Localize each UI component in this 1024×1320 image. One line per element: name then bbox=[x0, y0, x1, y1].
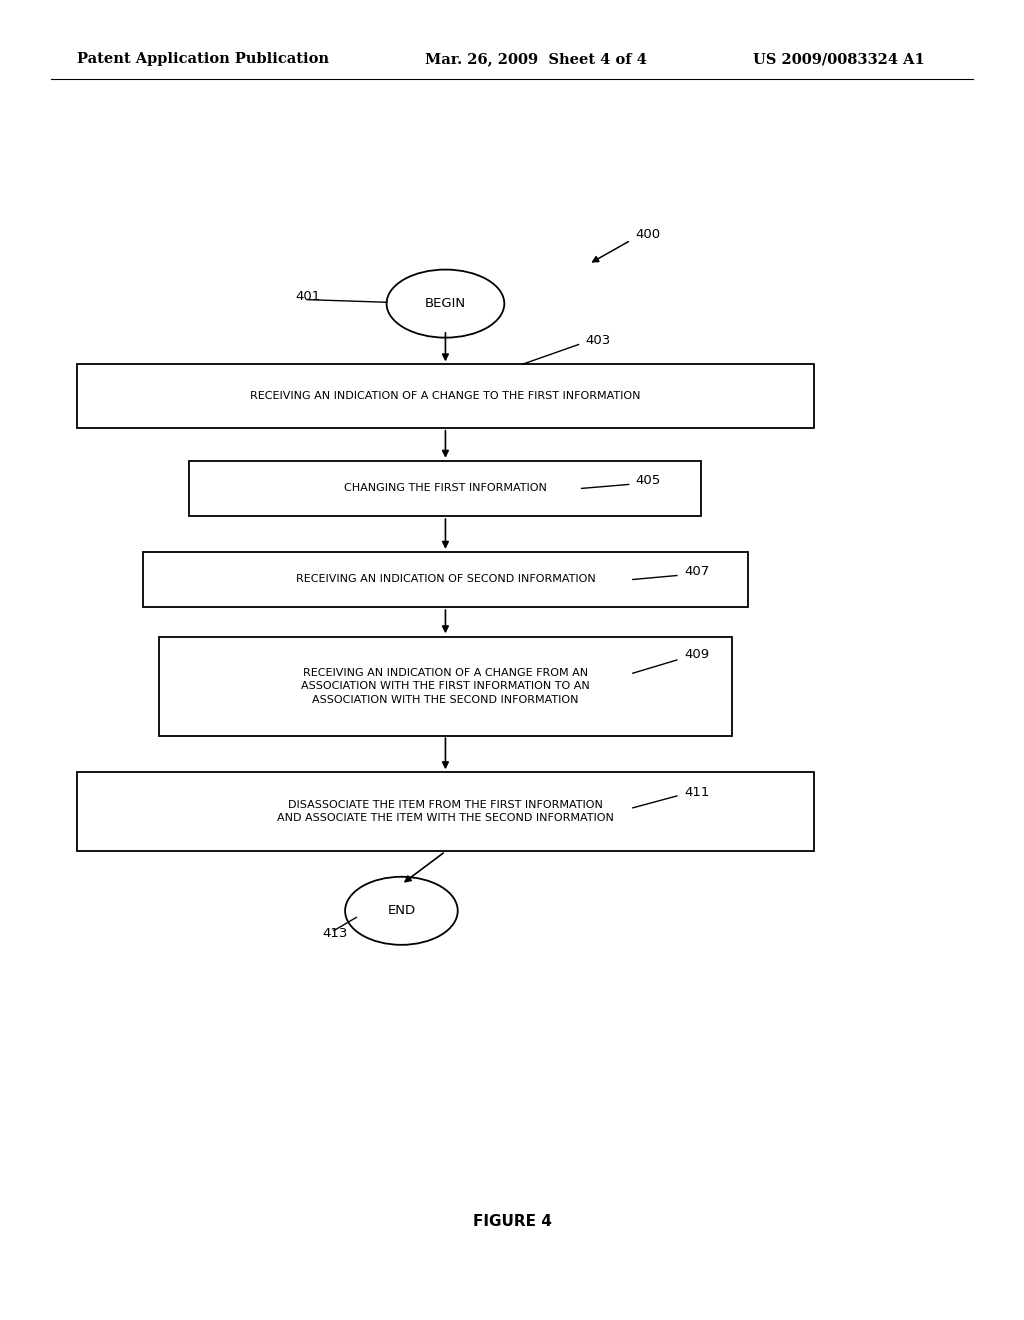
Bar bbox=[143, 552, 748, 607]
Text: 400: 400 bbox=[635, 228, 660, 242]
Text: RECEIVING AN INDICATION OF SECOND INFORMATION: RECEIVING AN INDICATION OF SECOND INFORM… bbox=[296, 574, 595, 585]
Text: 411: 411 bbox=[684, 785, 710, 799]
Text: 409: 409 bbox=[684, 648, 710, 661]
Text: Patent Application Publication: Patent Application Publication bbox=[77, 53, 329, 66]
Text: 413: 413 bbox=[323, 927, 348, 940]
Bar bbox=[77, 772, 814, 851]
Text: 407: 407 bbox=[684, 565, 710, 578]
Text: BEGIN: BEGIN bbox=[425, 297, 466, 310]
Bar bbox=[159, 638, 732, 737]
Text: END: END bbox=[387, 904, 416, 917]
Bar bbox=[189, 461, 701, 516]
Text: 401: 401 bbox=[295, 290, 321, 304]
Text: CHANGING THE FIRST INFORMATION: CHANGING THE FIRST INFORMATION bbox=[344, 483, 547, 494]
Text: FIGURE 4: FIGURE 4 bbox=[472, 1213, 552, 1229]
Text: RECEIVING AN INDICATION OF A CHANGE FROM AN
ASSOCIATION WITH THE FIRST INFORMATI: RECEIVING AN INDICATION OF A CHANGE FROM… bbox=[301, 668, 590, 705]
Text: RECEIVING AN INDICATION OF A CHANGE TO THE FIRST INFORMATION: RECEIVING AN INDICATION OF A CHANGE TO T… bbox=[250, 391, 641, 401]
Text: DISASSOCIATE THE ITEM FROM THE FIRST INFORMATION
AND ASSOCIATE THE ITEM WITH THE: DISASSOCIATE THE ITEM FROM THE FIRST INF… bbox=[278, 800, 613, 824]
Text: US 2009/0083324 A1: US 2009/0083324 A1 bbox=[753, 53, 925, 66]
Bar bbox=[77, 364, 814, 428]
Text: 405: 405 bbox=[635, 474, 660, 487]
Text: Mar. 26, 2009  Sheet 4 of 4: Mar. 26, 2009 Sheet 4 of 4 bbox=[425, 53, 647, 66]
Text: 403: 403 bbox=[586, 334, 611, 347]
